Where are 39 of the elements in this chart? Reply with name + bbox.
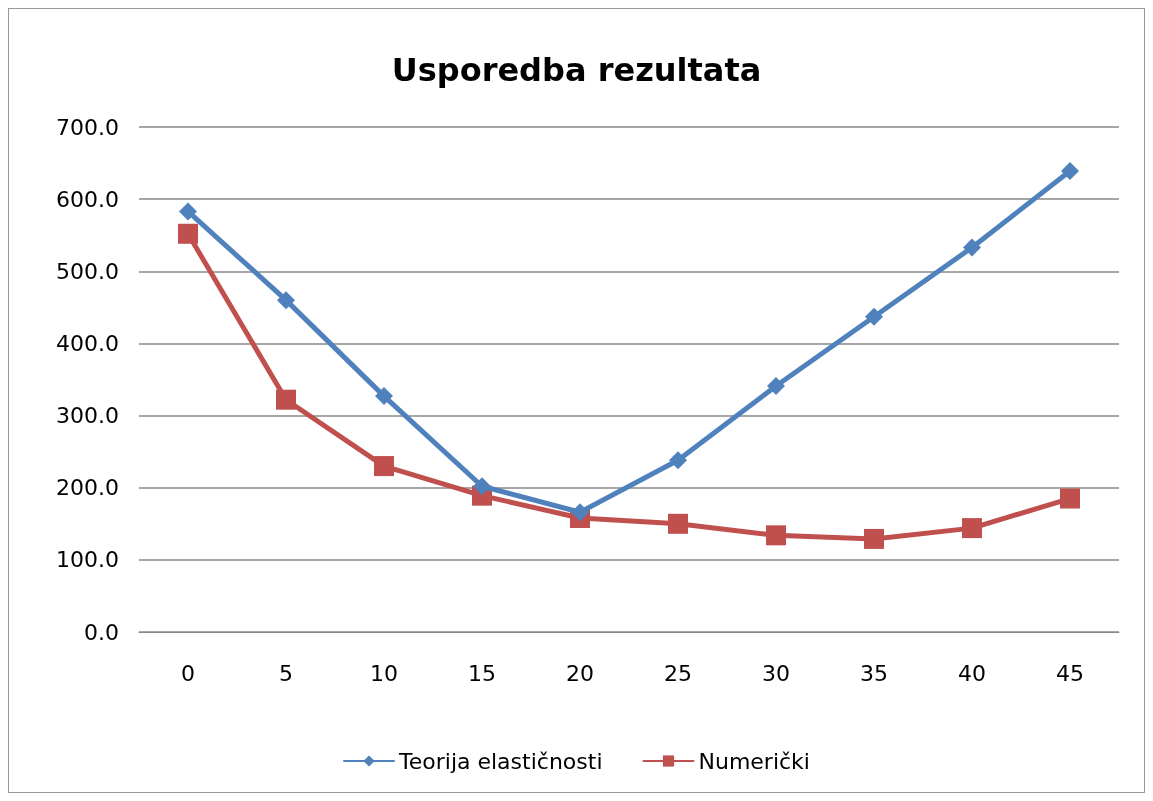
- x-tick-label: 45: [1056, 660, 1084, 686]
- y-tick-label: 500.0: [56, 258, 119, 284]
- y-tick-label: 700.0: [56, 114, 119, 140]
- point: [571, 503, 589, 522]
- point: [374, 456, 394, 477]
- y-tick-label: 100.0: [56, 547, 119, 573]
- y-tick-label: 200.0: [56, 475, 119, 501]
- point: [179, 202, 197, 221]
- point: [1060, 488, 1080, 509]
- point: [473, 477, 491, 496]
- x-tick-label: 10: [370, 660, 398, 686]
- x-tick-label: 30: [762, 660, 790, 686]
- y-tick-label: 400.0: [56, 330, 119, 356]
- point: [963, 238, 981, 257]
- point: [375, 387, 393, 406]
- x-tick-label: 0: [181, 660, 195, 686]
- legend-label: Teorija elastičnosti: [398, 748, 603, 774]
- point: [669, 451, 687, 470]
- x-tick-label: 40: [958, 660, 986, 686]
- y-tick-label: 0.0: [84, 619, 119, 645]
- point: [1061, 162, 1079, 181]
- point: [277, 291, 295, 310]
- y-tick-label: 300.0: [56, 403, 119, 429]
- point: [962, 518, 982, 539]
- chart-title: Usporedba rezultata: [391, 51, 762, 89]
- point: [766, 525, 786, 546]
- x-tick-label: 35: [860, 660, 888, 686]
- legend-label: Numerički: [698, 748, 810, 774]
- x-tick-label: 25: [664, 660, 692, 686]
- x-tick-label: 5: [279, 660, 293, 686]
- x-tick-label: 20: [566, 660, 594, 686]
- point: [276, 389, 296, 410]
- point: [668, 513, 688, 534]
- y-tick-label: 600.0: [56, 186, 119, 212]
- point: [767, 376, 785, 395]
- x-tick-label: 15: [468, 660, 496, 686]
- point: [178, 223, 198, 244]
- point: [865, 307, 883, 326]
- point: [864, 528, 884, 549]
